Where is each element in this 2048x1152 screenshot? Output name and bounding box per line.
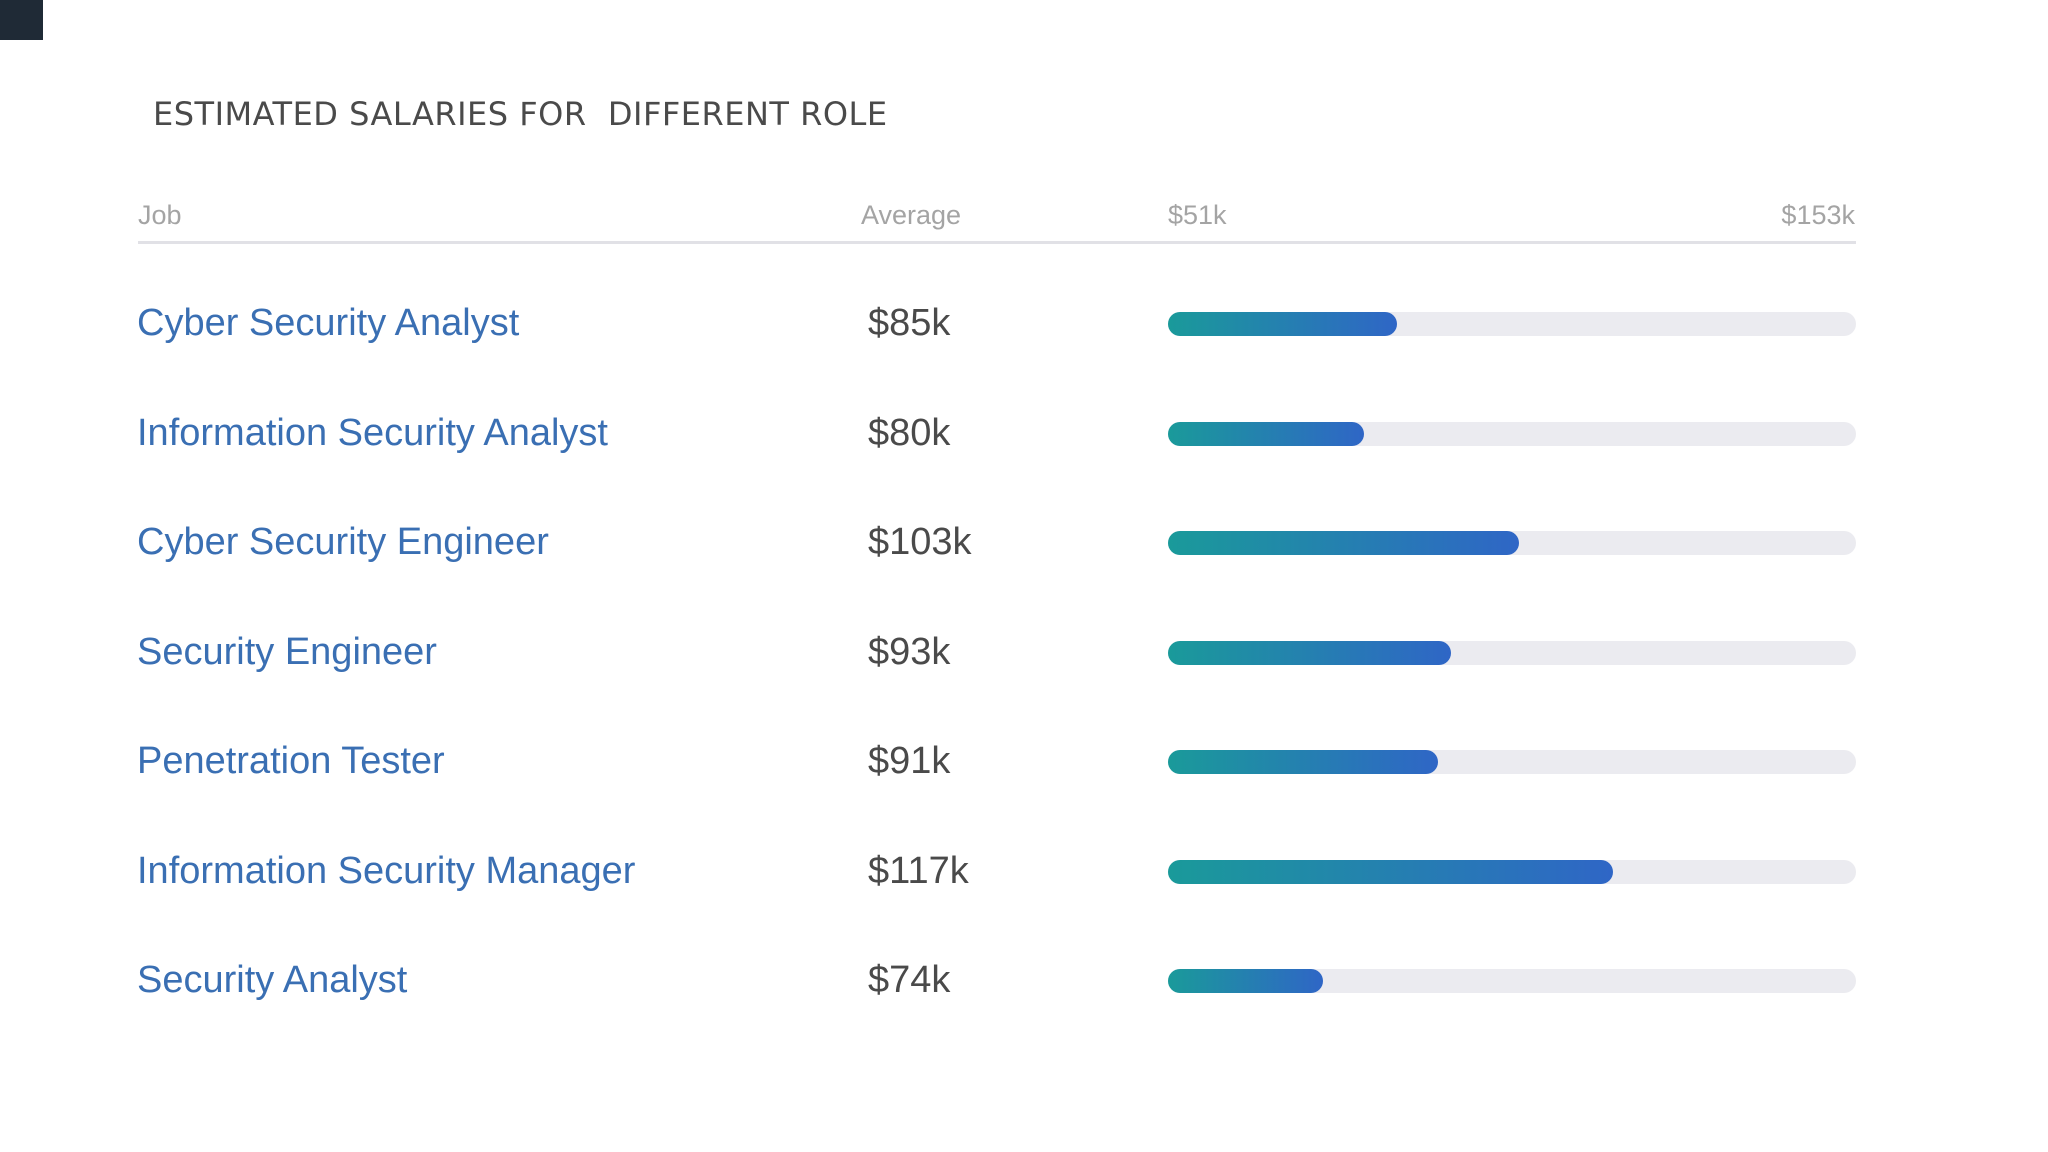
table-row: Penetration Tester $91k xyxy=(0,731,2048,791)
salary-bar xyxy=(1168,859,1614,884)
axis-max-label: $153k xyxy=(1781,200,1855,230)
salary-bar xyxy=(1168,312,1398,336)
job-link[interactable]: Information Security Manager xyxy=(137,849,636,892)
salary-bar xyxy=(1168,969,1324,993)
salary-bar-track xyxy=(1168,969,1856,993)
average-salary: $103k xyxy=(868,521,972,563)
average-salary: $117k xyxy=(868,849,969,892)
salary-bar xyxy=(1168,640,1452,665)
job-link[interactable]: Cyber Security Engineer xyxy=(137,521,549,563)
page-title: ESTIMATED SALARIES FOR DIFFERENT ROLE xyxy=(153,95,888,133)
salary-bar-track xyxy=(1168,750,1856,774)
average-salary: $93k xyxy=(868,630,951,673)
header-divider xyxy=(138,241,1856,244)
salary-bar-track xyxy=(1168,421,1856,446)
corner-block xyxy=(0,0,43,40)
job-link[interactable]: Security Engineer xyxy=(137,630,437,673)
average-salary: $80k xyxy=(868,411,951,454)
job-link[interactable]: Information Security Analyst xyxy=(137,411,608,454)
salary-bar-track xyxy=(1168,531,1856,555)
salary-bar-track xyxy=(1168,859,1856,884)
salary-bar xyxy=(1168,750,1438,774)
average-salary: $91k xyxy=(868,740,951,782)
table-row: Cyber Security Engineer $103k xyxy=(0,512,2048,572)
axis-min-label: $51k xyxy=(1168,200,1227,230)
table-row: Cyber Security Analyst $85k xyxy=(0,293,2048,353)
salary-bar-track xyxy=(1168,312,1856,336)
salary-bar-track xyxy=(1168,640,1856,665)
table-row: Security Analyst $74k xyxy=(0,950,2048,1010)
table-row: Information Security Manager $117k xyxy=(0,841,2048,901)
job-link[interactable]: Cyber Security Analyst xyxy=(137,302,520,344)
table-row: Information Security Analyst $80k xyxy=(0,403,2048,463)
column-header-average: Average xyxy=(861,200,962,230)
job-link[interactable]: Penetration Tester xyxy=(137,740,445,782)
average-salary: $85k xyxy=(868,302,951,344)
column-header-job: Job xyxy=(138,200,182,230)
job-link[interactable]: Security Analyst xyxy=(137,959,408,1001)
salary-bar xyxy=(1168,531,1519,555)
table-row: Security Engineer $93k xyxy=(0,622,2048,682)
salary-bar xyxy=(1168,421,1364,446)
average-salary: $74k xyxy=(868,959,951,1001)
